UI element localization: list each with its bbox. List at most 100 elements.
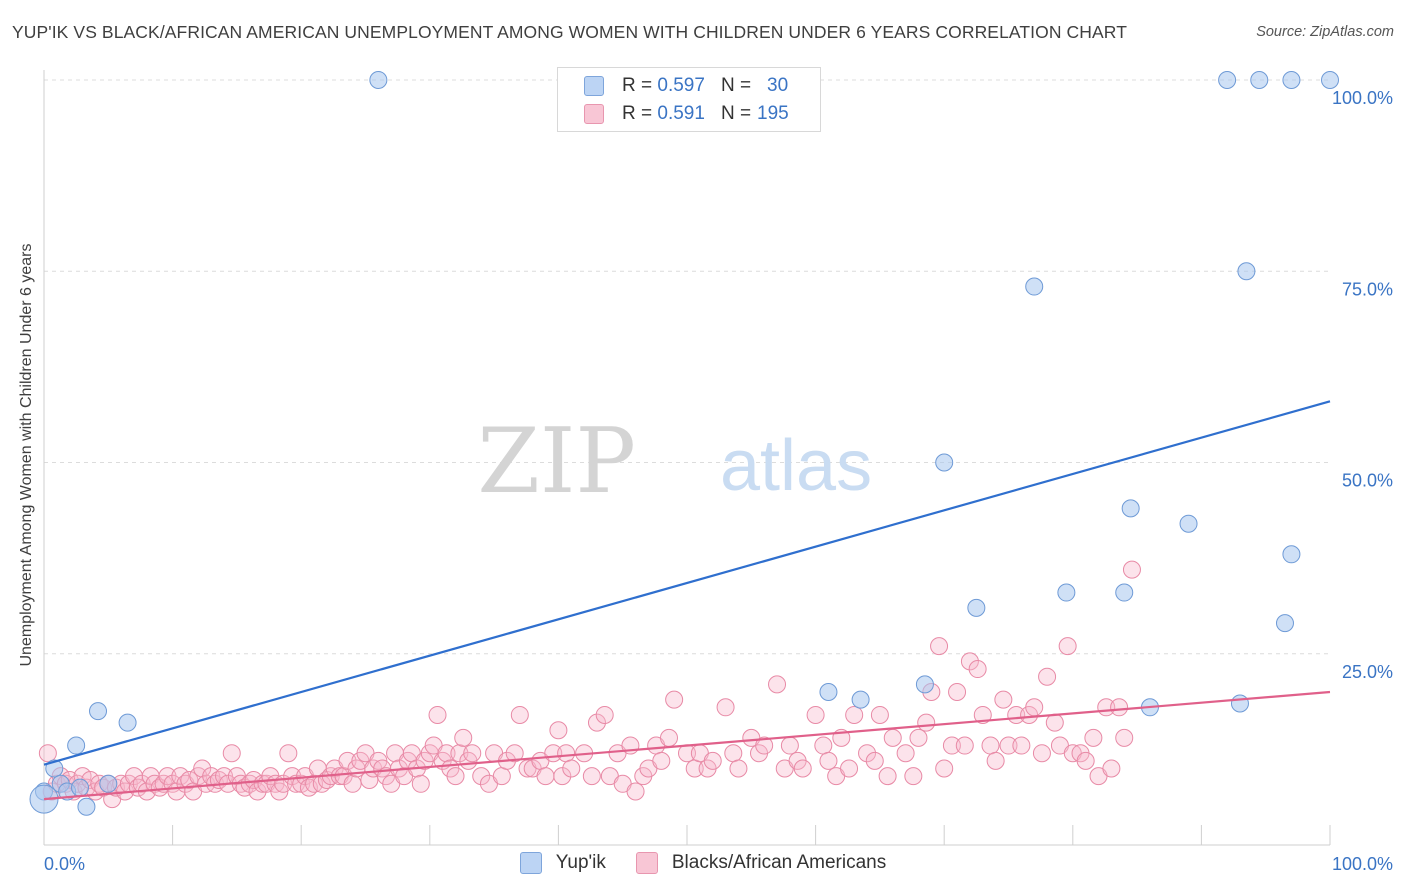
- point-blacks: [582, 767, 601, 786]
- point-blacks: [411, 774, 430, 793]
- point-blacks: [935, 759, 954, 778]
- point-yupik: [1115, 583, 1134, 602]
- point-blacks: [994, 690, 1013, 709]
- point-blacks: [665, 690, 684, 709]
- legend-item-yupik[interactable]: Yup'ik: [519, 852, 606, 874]
- x-tick-label: 100.0%: [1332, 854, 1393, 874]
- point-blacks: [1076, 751, 1095, 770]
- tick-labels: 25.0% 50.0% 75.0% 100.0% 0.0% 100.0%: [44, 88, 1393, 874]
- point-yupik: [1025, 277, 1044, 296]
- point-yupik: [1321, 71, 1339, 89]
- point-yupik: [118, 713, 137, 732]
- point-blacks: [870, 705, 889, 724]
- point-blacks: [652, 751, 671, 770]
- point-yupik: [1275, 614, 1294, 633]
- point-blacks: [793, 759, 812, 778]
- point-blacks: [1012, 736, 1031, 755]
- point-blacks: [780, 736, 799, 755]
- point-blacks: [428, 705, 447, 724]
- point-yupik: [1179, 514, 1198, 533]
- legend-row-yupik: R = 0.597 N = 30: [584, 73, 788, 99]
- point-blacks: [454, 728, 473, 747]
- legend-row-blacks: R = 0.591 N = 195: [584, 101, 789, 127]
- point-blacks: [1058, 637, 1077, 656]
- point-blacks: [343, 774, 362, 793]
- point-blacks: [955, 736, 974, 755]
- point-blacks: [806, 705, 825, 724]
- point-blacks: [626, 782, 645, 801]
- point-blacks: [492, 767, 511, 786]
- point-blacks: [724, 744, 743, 763]
- point-yupik: [1057, 583, 1076, 602]
- point-blacks: [1110, 698, 1129, 717]
- legend-item-blacks[interactable]: Blacks/African Americans: [635, 852, 887, 874]
- point-blacks: [1115, 728, 1134, 747]
- point-blacks: [986, 751, 1005, 770]
- y-tick-label: 25.0%: [1342, 662, 1393, 682]
- point-yupik: [89, 702, 108, 721]
- point-blacks: [981, 736, 1000, 755]
- point-yupik: [77, 797, 96, 816]
- point-blacks: [562, 759, 581, 778]
- point-blacks: [338, 751, 357, 770]
- point-blacks: [819, 751, 838, 770]
- point-blacks: [942, 736, 961, 755]
- legend-r-value: 0.591: [657, 103, 705, 124]
- point-yupik: [819, 683, 838, 701]
- series-yupik-points: [29, 71, 1339, 816]
- axes: [43, 70, 1331, 846]
- point-yupik: [967, 598, 986, 617]
- point-blacks: [1084, 728, 1103, 747]
- legend-n-value: 195: [757, 103, 789, 124]
- point-blacks: [858, 744, 877, 763]
- point-blacks: [1045, 713, 1064, 732]
- point-yupik: [851, 690, 870, 709]
- point-blacks: [222, 744, 241, 763]
- point-yupik: [1230, 694, 1249, 713]
- point-blacks: [716, 698, 735, 717]
- point-blacks: [510, 705, 529, 724]
- point-blacks: [1025, 698, 1044, 717]
- point-blacks: [536, 767, 555, 786]
- point-yupik: [1237, 262, 1256, 281]
- legend-r-label: R =: [622, 75, 653, 96]
- trend-line-yupik: [43, 400, 1331, 766]
- chart-title: YUP'IK VS BLACK/AFRICAN AMERICAN UNEMPLO…: [12, 22, 1128, 42]
- y-tick-label: 100.0%: [1332, 88, 1393, 108]
- legend-n-value: 30: [767, 75, 789, 96]
- correlation-legend: R = 0.597 N = 30 R = 0.591 N = 195: [557, 67, 821, 132]
- point-yupik: [915, 675, 934, 694]
- series-legend: Yup'ik Blacks/African Americans: [0, 852, 1406, 874]
- point-blacks: [38, 744, 57, 763]
- watermark-atlas: atlas: [720, 426, 872, 506]
- point-blacks: [1038, 667, 1057, 686]
- point-blacks: [193, 759, 212, 778]
- point-blacks: [180, 770, 199, 789]
- point-blacks: [595, 705, 614, 724]
- point-blacks: [968, 660, 987, 679]
- legend-n-label: N =: [720, 103, 752, 124]
- legend-label-blacks: Blacks/African Americans: [671, 852, 887, 873]
- point-yupik: [369, 71, 388, 89]
- point-blacks: [587, 713, 606, 732]
- point-blacks: [437, 744, 456, 763]
- point-blacks: [703, 751, 722, 770]
- point-blacks: [768, 675, 787, 694]
- y-axis-label: Unemployment Among Women with Children U…: [18, 243, 35, 667]
- point-blacks: [463, 744, 482, 763]
- watermark-zip: ZIP: [477, 409, 636, 514]
- point-yupik: [1282, 71, 1301, 89]
- point-blacks: [865, 751, 884, 770]
- series-blacks-points: [38, 560, 1141, 809]
- point-blacks: [999, 736, 1018, 755]
- point-blacks: [450, 744, 469, 763]
- point-yupik: [45, 759, 64, 778]
- point-blacks: [878, 767, 897, 786]
- trend-lines: [43, 400, 1331, 801]
- point-blacks: [948, 683, 967, 701]
- legend-n-label: N =: [720, 75, 752, 96]
- chart-source: Source: ZipAtlas.com: [1256, 24, 1394, 40]
- point-yupik: [1282, 545, 1301, 564]
- trend-line-blacks: [43, 690, 1331, 801]
